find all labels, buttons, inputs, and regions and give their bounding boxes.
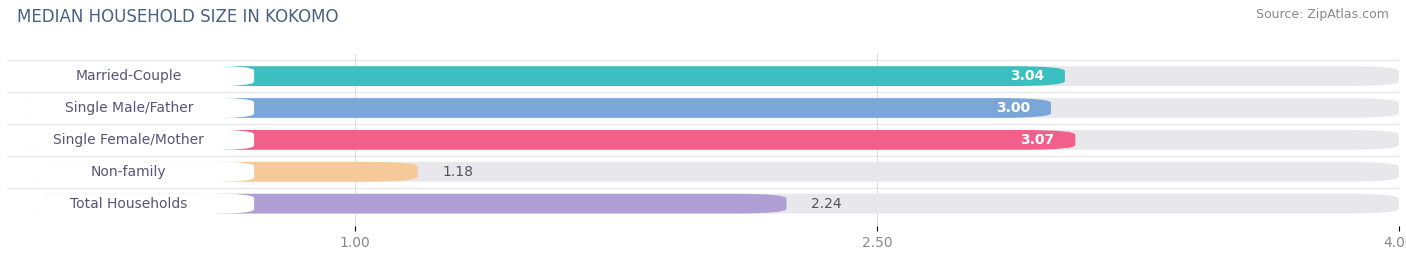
Text: 3.07: 3.07 [1021, 133, 1054, 147]
Text: Source: ZipAtlas.com: Source: ZipAtlas.com [1256, 8, 1389, 21]
FancyBboxPatch shape [7, 98, 1050, 118]
FancyBboxPatch shape [4, 161, 254, 182]
Text: Non-family: Non-family [91, 165, 167, 179]
FancyBboxPatch shape [4, 193, 254, 214]
Text: 1.18: 1.18 [441, 165, 472, 179]
Text: 3.04: 3.04 [1010, 69, 1045, 83]
FancyBboxPatch shape [4, 129, 254, 150]
FancyBboxPatch shape [7, 66, 1399, 86]
FancyBboxPatch shape [7, 194, 786, 214]
FancyBboxPatch shape [7, 130, 1399, 150]
FancyBboxPatch shape [4, 98, 254, 118]
FancyBboxPatch shape [7, 98, 1399, 118]
Text: MEDIAN HOUSEHOLD SIZE IN KOKOMO: MEDIAN HOUSEHOLD SIZE IN KOKOMO [17, 8, 339, 26]
Text: 2.24: 2.24 [811, 197, 842, 211]
FancyBboxPatch shape [7, 66, 1064, 86]
Text: 3.00: 3.00 [995, 101, 1031, 115]
FancyBboxPatch shape [4, 66, 254, 87]
Text: Total Households: Total Households [70, 197, 187, 211]
FancyBboxPatch shape [7, 162, 418, 182]
Text: Single Male/Father: Single Male/Father [65, 101, 193, 115]
FancyBboxPatch shape [7, 194, 1399, 214]
Text: Married-Couple: Married-Couple [76, 69, 181, 83]
FancyBboxPatch shape [7, 162, 1399, 182]
FancyBboxPatch shape [7, 130, 1076, 150]
Text: Single Female/Mother: Single Female/Mother [53, 133, 204, 147]
